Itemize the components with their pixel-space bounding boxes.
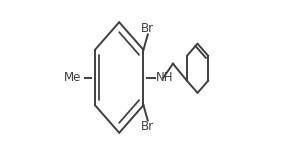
Text: Br: Br bbox=[141, 120, 154, 133]
Text: Me: Me bbox=[64, 71, 82, 84]
Text: NH: NH bbox=[156, 71, 174, 84]
Text: Br: Br bbox=[141, 22, 154, 35]
